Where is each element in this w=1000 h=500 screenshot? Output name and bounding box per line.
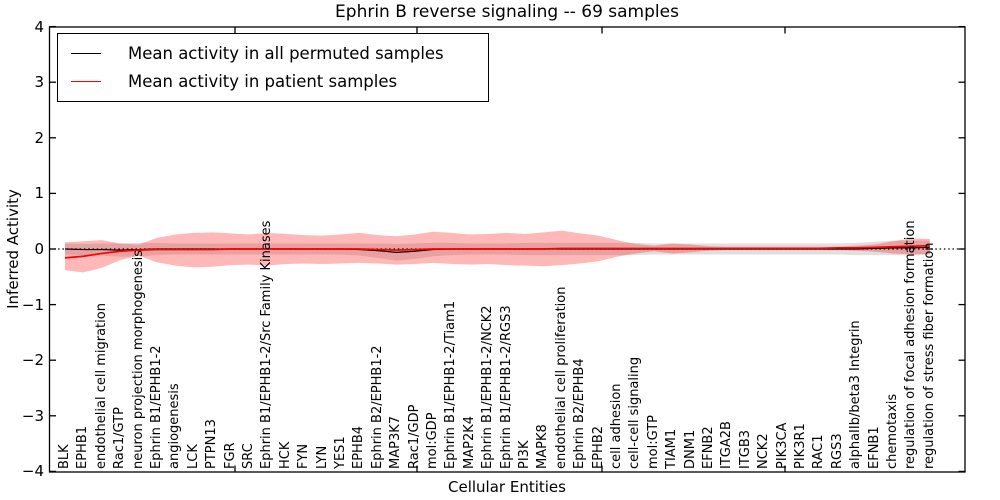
y-tick-label: −1 [21, 295, 44, 314]
x-tick-label: TIAM1 [664, 428, 680, 469]
x-tick-label: MAP3K7 [388, 415, 404, 469]
x-tick-label: Rac1/GTP [112, 407, 128, 469]
x-tick-label: Rac1/GDP [406, 404, 422, 469]
legend: Mean activity in all permuted samples Me… [57, 33, 489, 102]
x-tick-label: neuron projection morphogenesis [130, 250, 146, 469]
x-tick-label: Ephrin B2/EPHB4 [572, 358, 588, 469]
x-tick-label: Ephrin B1/EPHB1-2/Tiam1 [443, 300, 459, 469]
x-tick-label: ITGB3 [737, 429, 753, 469]
x-tick-label: PTPN13 [204, 419, 220, 469]
x-tick-label: PIK3R1 [793, 423, 808, 469]
x-tick-label: EFNB2 [701, 426, 716, 469]
patient-band [65, 230, 930, 273]
x-tick-label: cell adhesion [609, 383, 624, 469]
x-tick-label: endothelial cell proliferation [553, 286, 569, 470]
x-tick-label: FYN [296, 443, 312, 469]
x-tick-label: NCK2 [756, 433, 772, 469]
x-tick-label: HCK [277, 441, 293, 469]
y-tick-label: −2 [21, 351, 44, 370]
x-tick-label: DNM1 [682, 429, 698, 469]
x-tick-label: endothelial cell migration [93, 303, 109, 469]
chart-title: Ephrin B reverse signaling -- 69 samples [335, 2, 679, 22]
legend-item-permuted: Mean activity in all permuted samples [58, 39, 488, 67]
permuted-line-swatch [71, 52, 101, 54]
x-tick-label: cell-cell signaling [627, 356, 643, 469]
y-tick-label: 0 [34, 240, 44, 258]
x-tick-label: mol:GDP [425, 412, 440, 469]
x-tick-label: YES1 [333, 436, 348, 469]
x-axis-label: Cellular Entities [448, 478, 566, 496]
legend-label-patient: Mean activity in patient samples [128, 71, 398, 91]
x-tick-label: FGR [222, 442, 238, 469]
x-tick-label: LYN [314, 445, 330, 469]
x-tick-label: RAC1 [811, 434, 827, 469]
patient-mean-line [64, 244, 930, 259]
permuted-band [65, 240, 930, 261]
x-tick-label: regulation of focal adhesion formation [903, 220, 919, 469]
x-tick-label: regulation of stress fiber formation [921, 242, 937, 469]
x-tick-label: MAPK8 [535, 424, 551, 469]
x-tick-label: chemotaxis [885, 393, 900, 469]
legend-label-permuted: Mean activity in all permuted samples [128, 43, 444, 63]
y-tick-label: 2 [34, 128, 44, 147]
y-tick-label: −4 [21, 462, 44, 481]
x-tick-label: MAP2K4 [461, 415, 477, 469]
x-tick-label: alphaIIb/beta3 Integrin [848, 320, 864, 469]
y-tick-label: −3 [21, 406, 44, 425]
x-tick-label: SRC [241, 443, 256, 469]
x-tick-label: ITGA2B [719, 421, 735, 469]
x-tick-label: BLK [57, 444, 72, 469]
x-tick-label: Ephrin B1/EPHB1-2 [149, 345, 164, 469]
x-tick-label: angiogenesis [167, 383, 183, 469]
x-tick-label: Ephrin B1/EPHB1-2/Src Family Kinases [259, 220, 275, 469]
x-tick-label: EPHB1 [75, 425, 91, 469]
x-tick-label: EPHB4 [351, 425, 367, 469]
x-tick-label: Ephrin B1/EPHB1-2/NCK2 [480, 305, 496, 469]
y-tick-label: 1 [34, 184, 44, 203]
x-tick-label: Ephrin B1/EPHB1-2/RGS3 [498, 305, 514, 469]
patient-line-swatch [71, 80, 101, 82]
x-tick-label: EFNB1 [866, 426, 882, 469]
x-tick-label: PIK3CA [774, 422, 790, 469]
x-tick-label: EPHB2 [590, 425, 606, 469]
x-tick-label: PI3K [517, 440, 532, 469]
x-tick-label: Ephrin B2/EPHB1-2 [369, 345, 385, 469]
legend-item-patient: Mean activity in patient samples [58, 67, 488, 95]
y-tick-label: 4 [34, 17, 44, 36]
x-tick-label: RGS3 [829, 433, 845, 469]
x-tick-label: LCK [185, 444, 201, 469]
x-tick-label: mol:GTP [645, 415, 661, 469]
y-tick-label: 3 [34, 73, 44, 92]
